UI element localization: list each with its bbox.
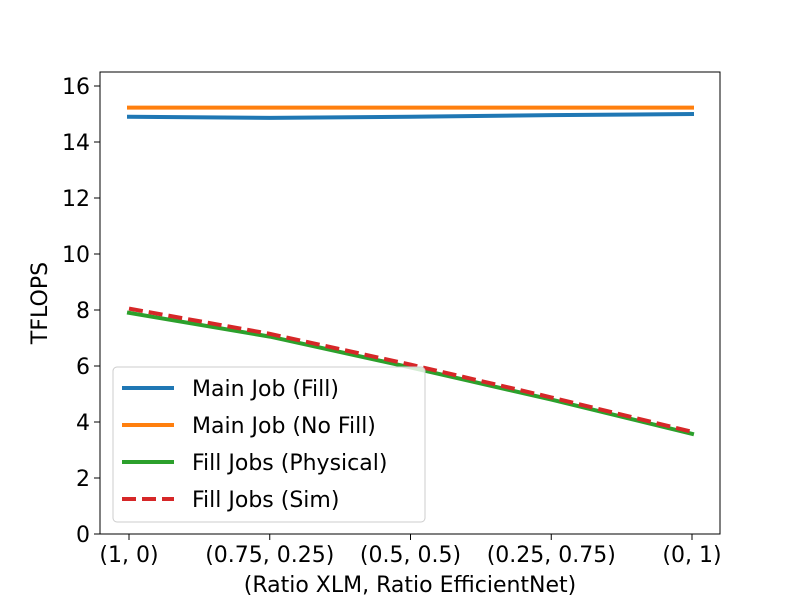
x-axis-label: (Ratio XLM, Ratio EfficientNet): [244, 573, 577, 598]
legend-label: Main Job (Fill): [192, 377, 339, 402]
series-line-main-job-fill: [126, 111, 695, 120]
x-axis: (1, 0) (0.75, 0.25) (0.5, 0.5) (0.25, 0.75)…: [99, 534, 722, 568]
y-tick-label: 16: [62, 75, 90, 100]
legend-box: [112, 366, 426, 523]
legend-label: Fill Jobs (Physical): [192, 451, 387, 476]
legend: Main Job (Fill) Main Job (No Fill) Fill Jo…: [112, 366, 426, 523]
y-axis-label: TFLOPS: [28, 262, 53, 345]
x-tick-label: (0.5, 0.5): [360, 543, 461, 568]
series-line-fill-jobs-sim: [128, 306, 693, 434]
y-tick-label: 0: [76, 523, 90, 548]
y-tick-label: 4: [76, 411, 90, 436]
y-tick-label: 2: [76, 467, 90, 492]
y-tick-label: 10: [62, 243, 90, 268]
y-tick-label: 12: [62, 187, 90, 212]
legend-label: Fill Jobs (Sim): [192, 488, 339, 513]
x-tick-label: (1, 0): [99, 543, 158, 568]
legend-label: Main Job (No Fill): [192, 414, 376, 439]
y-axis: 0 2 4 6 8 10 12 14 16: [62, 75, 100, 548]
y-tick-label: 8: [76, 299, 90, 324]
x-tick-label: (0.25, 0.75): [487, 543, 616, 568]
x-tick-label: (0.75, 0.25): [205, 543, 334, 568]
y-tick-label: 14: [62, 131, 90, 156]
x-tick-label: (0, 1): [662, 543, 721, 568]
y-tick-label: 6: [76, 355, 90, 380]
